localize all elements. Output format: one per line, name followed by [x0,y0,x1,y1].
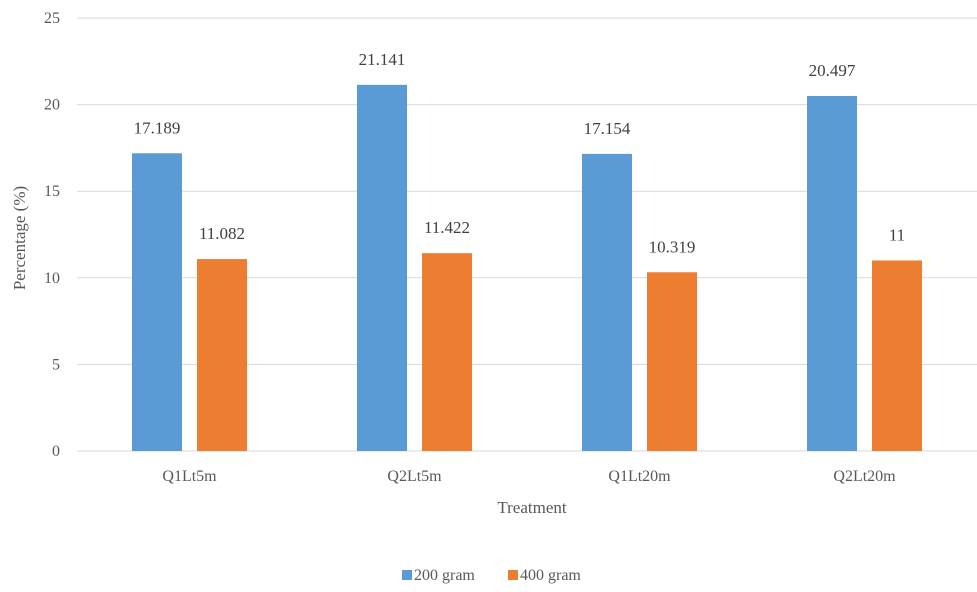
x-tick-label: Q1Lt5m [162,468,217,485]
y-tick-label: 15 [44,183,60,200]
x-axis-title: Treatment [497,498,567,517]
legend: 200 gram 400 gram [402,567,581,584]
data-label: 11.082 [199,224,245,243]
x-tick-label: Q2Lt5m [387,468,442,485]
legend-label: 400 gram [520,567,581,584]
y-axis-title: Percentage (%) [10,186,29,290]
bar-400-gram-q2lt20m [872,260,922,451]
legend-item-200-gram: 200 gram [402,567,475,584]
legend-swatch [402,570,412,580]
data-label: 11.422 [424,218,470,237]
legend-label: 200 gram [414,567,475,584]
bars [132,84,922,452]
legend-item-400-gram: 400 gram [508,567,581,584]
x-axis-ticks: Q1Lt5m Q2Lt5m Q1Lt20m Q2Lt20m [162,468,896,485]
y-axis-ticks: 0 5 10 15 20 25 [44,10,60,460]
data-label: 10.319 [649,237,696,256]
y-tick-label: 0 [52,443,60,460]
y-tick-label: 10 [44,270,60,287]
data-labels: 17.189 11.082 21.141 11.422 17.154 10.319 20.4… [134,50,906,256]
bar-400-gram-q1lt20m [647,272,697,451]
bar-400-gram-q2lt5m [422,253,472,451]
bar-400-gram-q1lt5m [197,259,247,451]
data-label: 11 [889,225,905,244]
y-tick-label: 20 [44,97,60,114]
y-tick-label: 5 [52,356,60,373]
bar-200-gram-q2lt5m [357,84,407,451]
x-tick-label: Q2Lt20m [833,468,896,485]
y-tick-label: 25 [44,10,60,27]
data-label: 20.497 [809,61,856,80]
bar-200-gram-q1lt5m [132,153,182,452]
bar-200-gram-q1lt20m [582,153,632,452]
data-label: 21.141 [359,50,406,69]
data-label: 17.154 [584,119,631,138]
legend-swatch [508,570,518,580]
data-label: 17.189 [134,118,181,137]
x-tick-label: Q1Lt20m [608,468,671,485]
bar-200-gram-q2lt20m [807,95,857,452]
